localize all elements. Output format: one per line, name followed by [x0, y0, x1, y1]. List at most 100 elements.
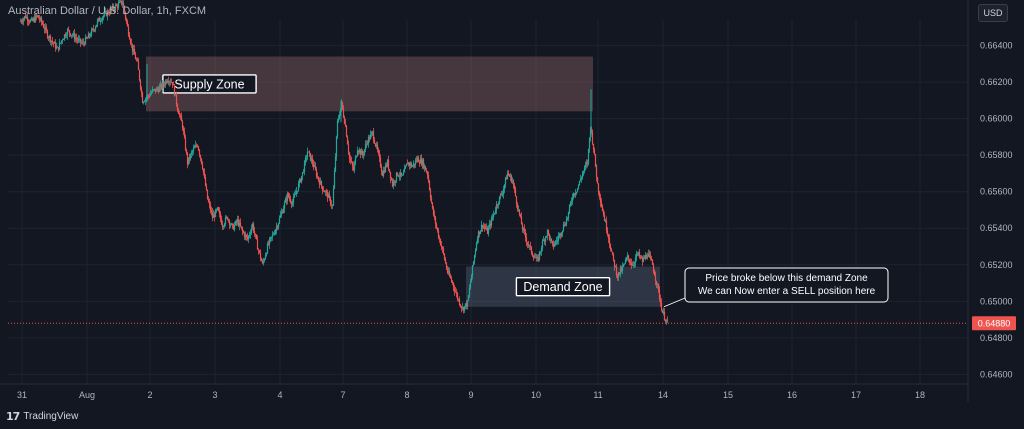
candle-body [371, 131, 374, 133]
candle-body [68, 30, 71, 34]
candle-body [136, 60, 139, 61]
candle-body [406, 163, 409, 165]
candle-body [420, 158, 423, 165]
candle-body [235, 221, 238, 223]
candle-body [88, 33, 91, 37]
candle-body [309, 153, 312, 161]
candle-body [21, 21, 24, 23]
candle-body [250, 228, 253, 234]
candle-body [219, 213, 222, 219]
candle-body [31, 18, 34, 21]
candle-body [87, 33, 90, 39]
candle-body [224, 217, 227, 225]
candle-body [464, 303, 467, 306]
candle-body [197, 146, 200, 151]
candle-body [624, 260, 627, 264]
candle-body [527, 244, 530, 246]
candle-body [654, 275, 657, 281]
candle-body [190, 152, 193, 155]
candle-body [25, 16, 28, 19]
candle-body [468, 288, 471, 296]
candle-body [507, 173, 510, 175]
candle-body [402, 172, 405, 176]
candle-body [20, 20, 23, 22]
candle-body [380, 166, 383, 172]
candle-body [666, 320, 669, 322]
candle-body [269, 237, 272, 240]
candle-body [320, 181, 323, 187]
candle-body [187, 157, 190, 165]
candle-body [142, 101, 145, 104]
candle-body [520, 216, 523, 225]
candle-body [78, 38, 81, 40]
candle-body [367, 137, 370, 144]
candle-body [662, 311, 665, 313]
candle-body [625, 258, 628, 261]
candle-body [580, 177, 583, 180]
candle-body [444, 259, 447, 264]
candle-body [209, 204, 212, 211]
candle-body [156, 88, 159, 90]
candle-body [351, 162, 354, 167]
candle-body [323, 191, 326, 193]
candle-body [400, 172, 403, 176]
candle-body [236, 219, 239, 223]
candle-body [19, 20, 22, 22]
candle-body [310, 158, 313, 161]
candle-body [147, 95, 150, 97]
candle-body [268, 239, 271, 245]
candle-body [242, 231, 245, 233]
candle-body [528, 245, 531, 247]
candle-body [383, 170, 386, 173]
candle-body [623, 263, 626, 265]
candle-body [257, 249, 260, 251]
candle-body [311, 158, 314, 164]
candle-body [322, 190, 325, 192]
candle-body [314, 165, 317, 170]
candle-body [539, 251, 542, 253]
candle-body [373, 140, 376, 144]
candle-body [471, 265, 474, 276]
candle-body [349, 158, 352, 161]
x-tick-label: 4 [277, 390, 282, 400]
candle-body [636, 253, 639, 255]
candle-body [645, 255, 648, 258]
candle-body [498, 196, 501, 204]
candle-body [602, 211, 605, 215]
last-price-value: 0.64880 [978, 319, 1011, 329]
candle-body [426, 172, 429, 175]
candle-body [511, 180, 514, 183]
candle-body [556, 240, 559, 241]
candle-body [169, 81, 172, 83]
candle-body [650, 258, 653, 261]
candle-body [474, 250, 477, 256]
candle-body [427, 174, 430, 182]
candle-body [384, 165, 387, 173]
candle-body [389, 171, 392, 179]
candle-body [656, 283, 659, 285]
candle-body [343, 117, 346, 124]
candle-body [71, 35, 74, 36]
candle-body [55, 46, 58, 49]
candle-body [177, 110, 180, 114]
candle-body [205, 185, 208, 190]
candle-body [94, 27, 97, 30]
candle-body [111, 6, 114, 10]
candle-body [413, 163, 416, 165]
candle-body [443, 253, 446, 260]
candle-body [319, 181, 322, 185]
candle-body [541, 240, 544, 249]
tradingview-logo-icon: 17 [6, 410, 20, 423]
candle-body [180, 115, 183, 122]
candle-body [276, 226, 279, 228]
candle-body [577, 185, 580, 189]
candle-body [263, 259, 266, 261]
currency-button[interactable]: USD [978, 4, 1008, 22]
candle-body [218, 210, 221, 214]
candle-body [157, 89, 160, 92]
candle-body [101, 17, 104, 21]
candle-body [90, 29, 93, 36]
candle-body [450, 278, 453, 282]
candle-body [325, 191, 328, 193]
